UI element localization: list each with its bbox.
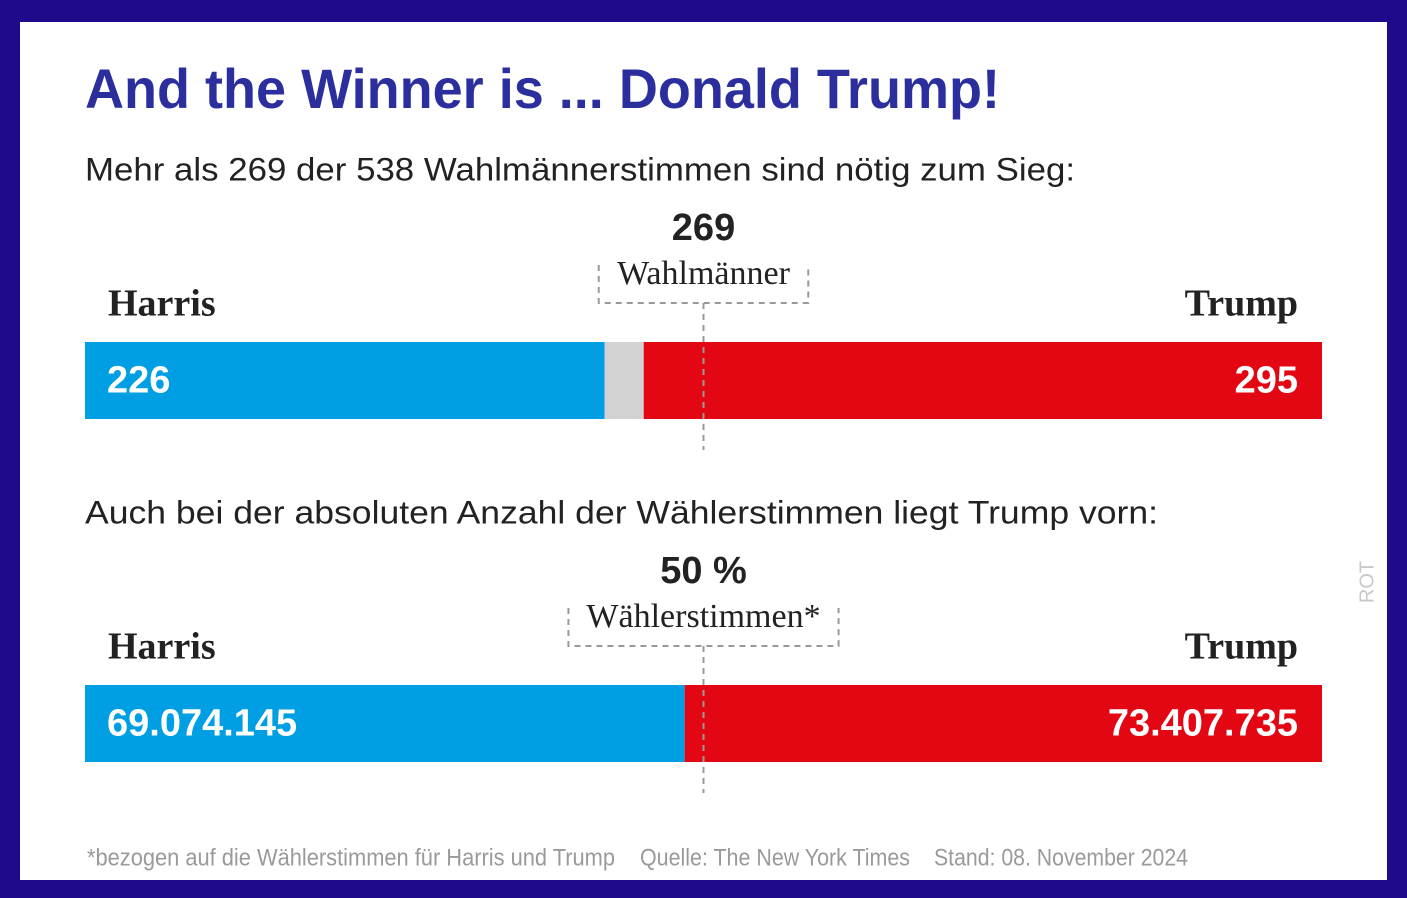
threshold-box [597, 265, 810, 304]
source: Quelle: The New York Times [640, 844, 910, 871]
threshold-value: 50 % [660, 550, 747, 592]
footnote: *bezogen auf die Wählerstimmen für Harri… [87, 844, 615, 871]
bar-segment [85, 685, 685, 762]
bar-segment [684, 685, 1322, 762]
series-name: Trump [1185, 283, 1298, 325]
threshold-label: Wählerstimmen* [586, 598, 820, 635]
threshold-value: 269 [672, 207, 735, 249]
value-label: 226 [107, 360, 170, 402]
series-name: Trump [1185, 626, 1298, 668]
chart-subtitle: Auch bei der absoluten Anzahl der Wähler… [85, 494, 1158, 530]
date: Stand: 08. November 2024 [934, 844, 1188, 871]
series-name: Harris [108, 626, 216, 668]
value-label: 69.074.145 [107, 703, 297, 745]
threshold-label: Wahlmänner [617, 255, 791, 292]
bar-segment [85, 342, 605, 419]
title: And the Winner is ... Donald Trump! [85, 57, 1000, 120]
value-label: 295 [1235, 360, 1298, 402]
series-name: Harris [108, 283, 216, 325]
bar-segment [643, 342, 1322, 419]
credit: ROT [1356, 561, 1378, 603]
value-label: 73.407.735 [1108, 703, 1298, 745]
chart-subtitle: Mehr als 269 der 538 Wahlmännerstimmen s… [85, 151, 1075, 187]
bar-segment [604, 342, 644, 419]
